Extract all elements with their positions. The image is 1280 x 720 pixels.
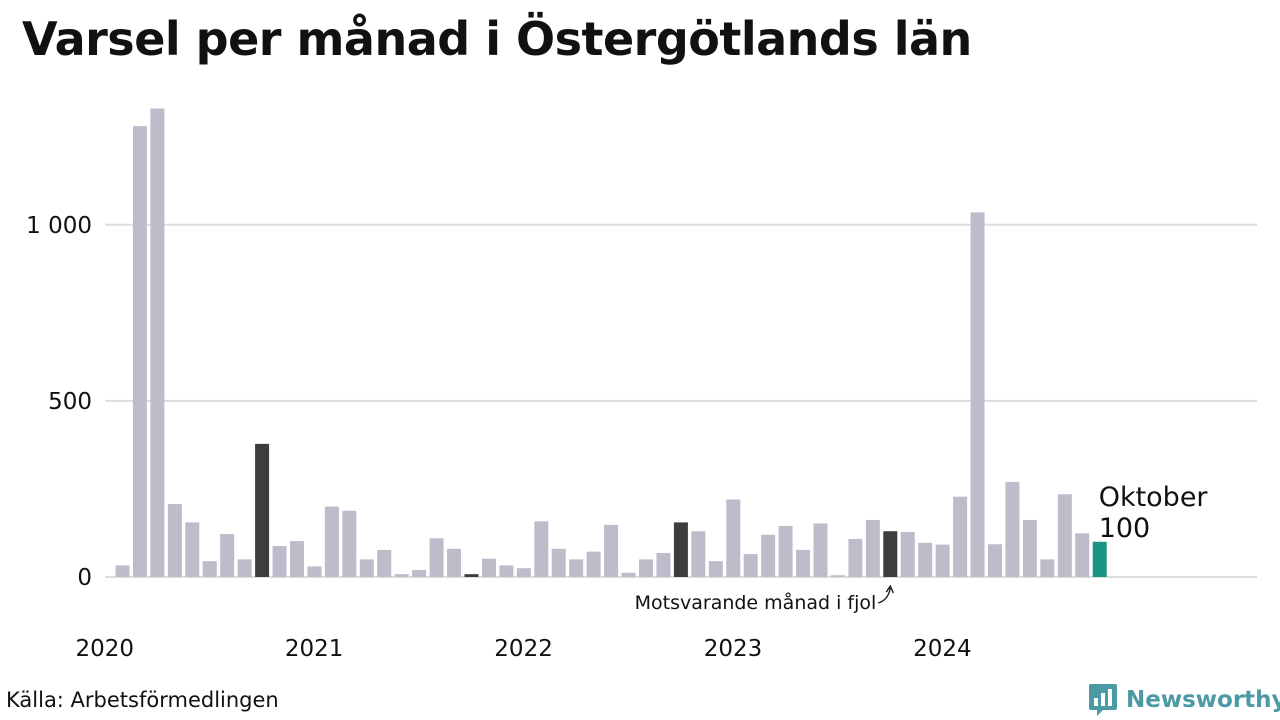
bar [935,544,950,577]
bar [516,568,531,577]
x-tick-label: 2020 [76,636,135,662]
bar [307,566,322,577]
bar [534,521,549,577]
bar [464,574,479,577]
bar [604,524,619,577]
bar [988,544,1002,577]
bar [1057,494,1072,577]
y-tick-label: 1 000 [26,213,92,239]
bar [830,575,845,577]
source-note: Källa: Arbetsförmedlingen [6,688,279,712]
bar [813,523,828,577]
bar [290,541,304,577]
bar [778,525,793,577]
bar [743,554,758,577]
chart-title: Varsel per månad i Östergötlands län [22,12,972,66]
bar [1022,519,1037,577]
bar [1092,541,1107,577]
bar [1005,481,1020,577]
x-tick-label: 2022 [494,636,553,662]
bar [412,569,427,577]
bar [551,548,566,577]
bar [691,531,706,577]
bar [324,506,339,577]
newsworthy-logo-icon [1089,684,1117,716]
x-tick-label: 2023 [704,636,763,662]
current-value-label: 100 [1099,513,1151,544]
bar [569,559,584,577]
bar [115,565,130,577]
bar [900,531,915,577]
current-month-label: Oktober [1099,482,1209,513]
bar [342,510,357,577]
bar [621,572,636,577]
bar [639,559,653,577]
bar [237,559,252,577]
x-tick-label: 2021 [285,636,344,662]
bar [726,499,741,577]
bar [848,538,863,577]
annotation-arrow [878,587,891,604]
bar [918,542,933,577]
bar [185,522,200,577]
y-tick-label: 0 [77,565,92,591]
annotation-arrowhead [885,584,894,594]
bar [377,549,392,577]
same-month-label: Motsvarande månad i fjol [635,591,877,614]
bar [953,496,968,577]
bar [481,558,496,577]
bar [394,574,409,577]
bar [970,212,985,577]
bar [1075,533,1090,577]
x-tick-label: 2024 [913,636,972,662]
brand-name: Newsworthy [1126,687,1280,713]
bar [167,504,182,577]
bar [499,565,514,577]
bar [796,549,811,577]
bar [865,519,880,577]
bar [708,561,723,577]
bar [673,522,688,577]
bar [150,108,165,577]
bar [1040,559,1055,577]
brand-logo: Newsworthy [1088,682,1280,718]
bar [586,551,601,577]
bar [255,443,270,577]
bar [429,538,444,577]
bar [220,534,235,577]
bar [447,548,462,577]
bar [272,546,287,577]
y-tick-label: 500 [48,389,92,415]
bar [883,531,898,577]
bar [656,553,671,577]
bar [761,534,776,577]
bar [202,561,217,577]
bar [132,126,147,577]
bar [359,559,374,577]
